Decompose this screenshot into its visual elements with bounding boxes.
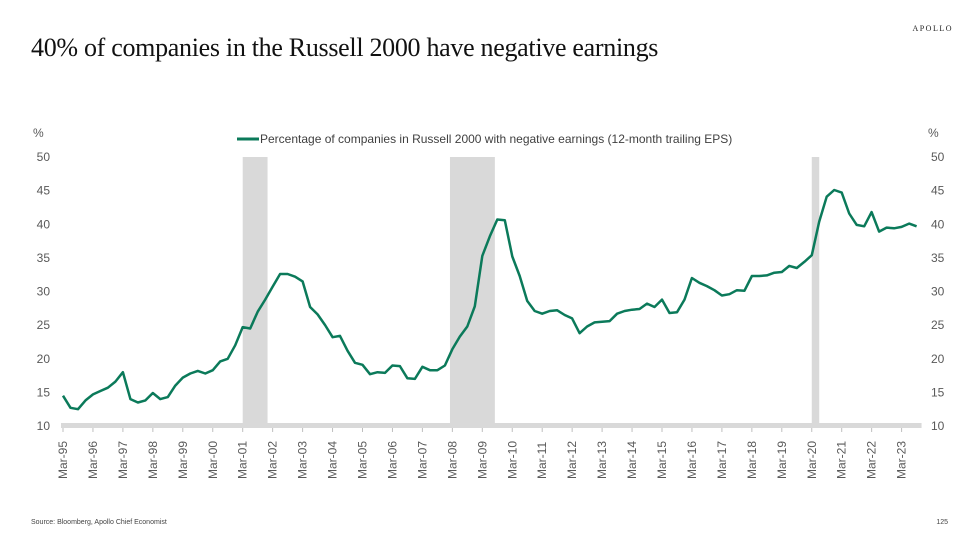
x-tick-label: Mar-11 bbox=[535, 442, 549, 479]
x-tick-label: Mar-00 bbox=[206, 441, 220, 479]
y-tick-label-left: 25 bbox=[37, 318, 51, 332]
y-tick-label-right: 20 bbox=[931, 352, 945, 366]
x-tick-label: Mar-23 bbox=[895, 441, 909, 479]
x-tick-label: Mar-08 bbox=[445, 441, 459, 479]
x-tick-label: Mar-97 bbox=[116, 441, 130, 479]
y-tick-label-right: 30 bbox=[931, 285, 945, 299]
x-tick-label: Mar-05 bbox=[356, 441, 370, 479]
y-tick-label-right: 25 bbox=[931, 318, 945, 332]
series-line bbox=[61, 188, 918, 411]
x-tick-label: Mar-98 bbox=[146, 441, 160, 479]
x-tick-label: Mar-95 bbox=[56, 441, 70, 479]
source-note: Source: Bloomberg, Apollo Chief Economis… bbox=[31, 519, 167, 526]
y-tick-label-left: 30 bbox=[37, 285, 51, 299]
y-tick-label-right: 50 bbox=[931, 150, 945, 164]
x-tick-label: Mar-22 bbox=[865, 441, 879, 479]
legend-label: Percentage of companies in Russell 2000 … bbox=[260, 132, 732, 146]
x-tick-label: Mar-13 bbox=[595, 441, 609, 479]
x-tick-label: Mar-15 bbox=[655, 441, 669, 479]
y-tick-label-left: 15 bbox=[37, 385, 51, 399]
x-axis-line bbox=[61, 423, 922, 428]
x-tick-label: Mar-16 bbox=[685, 441, 699, 479]
recession-band bbox=[811, 157, 820, 426]
y-axis-unit-left: % bbox=[33, 126, 44, 140]
x-tick-label: Mar-07 bbox=[415, 441, 429, 479]
x-tick-label: Mar-14 bbox=[625, 441, 639, 479]
x-tick-label: Mar-18 bbox=[745, 441, 759, 479]
x-tick-label: Mar-10 bbox=[505, 441, 519, 479]
y-tick-label-left: 10 bbox=[37, 419, 51, 433]
recession-band bbox=[449, 157, 495, 426]
page-title: 40% of companies in the Russell 2000 hav… bbox=[31, 33, 659, 62]
x-tick-label: Mar-02 bbox=[266, 441, 280, 479]
y-tick-label-left: 50 bbox=[37, 150, 51, 164]
y-axis-unit-right: % bbox=[928, 126, 939, 140]
x-tick-label: Mar-04 bbox=[326, 441, 340, 479]
x-tick-label: Mar-21 bbox=[835, 441, 849, 479]
y-tick-label-left: 20 bbox=[37, 352, 51, 366]
y-tick-label-right: 40 bbox=[931, 217, 945, 231]
y-tick-label-right: 35 bbox=[931, 251, 945, 265]
recession-band bbox=[242, 157, 268, 426]
x-tick-label: Mar-99 bbox=[176, 441, 190, 479]
y-tick-label-left: 40 bbox=[37, 217, 51, 231]
x-tick-label: Mar-20 bbox=[805, 441, 819, 479]
x-tick-label: Mar-01 bbox=[236, 441, 250, 479]
x-tick-label: Mar-17 bbox=[715, 441, 729, 479]
x-tick-label: Mar-09 bbox=[475, 441, 489, 479]
y-tick-label-right: 15 bbox=[931, 385, 945, 399]
x-tick-label: Mar-96 bbox=[86, 441, 100, 479]
x-tick-label: Mar-12 bbox=[565, 441, 579, 479]
x-tick-label: Mar-06 bbox=[385, 441, 399, 479]
brand-logo: APOLLO bbox=[912, 24, 953, 33]
y-tick-label-left: 45 bbox=[37, 184, 51, 198]
x-tick-label: Mar-19 bbox=[775, 441, 789, 479]
y-tick-label-right: 45 bbox=[931, 184, 945, 198]
y-tick-label-right: 10 bbox=[931, 419, 945, 433]
y-tick-label-left: 35 bbox=[37, 251, 51, 265]
page-number: 125 bbox=[936, 519, 948, 526]
x-tick-label: Mar-03 bbox=[296, 441, 310, 479]
